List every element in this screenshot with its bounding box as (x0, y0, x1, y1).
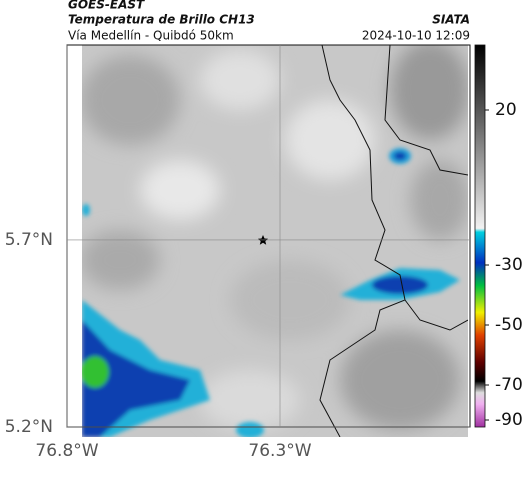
colorbar-tick-label: 20 (495, 100, 517, 120)
satellite-image (82, 45, 468, 437)
title: GOES-EAST (68, 0, 145, 12)
colorbar-tick-label: -50 (495, 315, 523, 335)
y-tick-label: 5.7°N (5, 230, 53, 250)
colorbar-tick-label: -30 (495, 255, 523, 275)
route: Vía Medellín - Quibdó 50km (68, 29, 234, 43)
colorbar-tick-label: -70 (495, 375, 523, 395)
timestamp: 2024-10-10 12:09 (362, 29, 470, 43)
colorbar (474, 44, 486, 428)
subtitle: Temperatura de Brillo CH13 (68, 13, 255, 27)
colorbar-tick-label: -90 (495, 410, 523, 430)
x-tick-label: 76.3°W (248, 441, 311, 461)
x-tick-label: 76.8°W (35, 441, 98, 461)
y-tick-label: 5.2°N (5, 417, 53, 437)
source: SIATA (432, 13, 470, 27)
